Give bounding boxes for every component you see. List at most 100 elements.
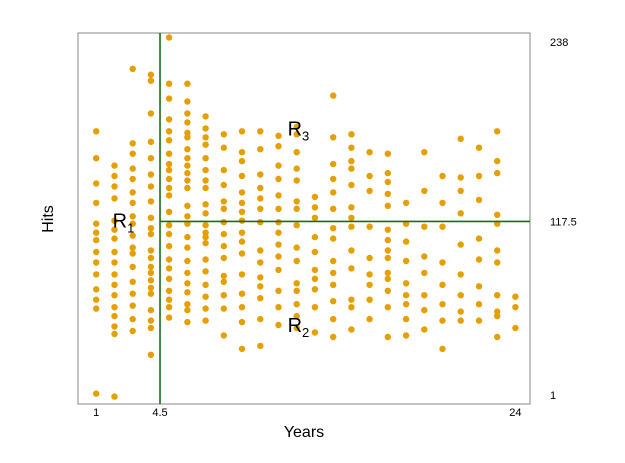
data-point	[475, 235, 483, 242]
data-point	[257, 146, 264, 153]
data-point	[129, 327, 136, 335]
data-point	[147, 183, 155, 190]
data-point	[238, 318, 246, 326]
data-point	[93, 180, 100, 187]
data-point	[402, 301, 410, 308]
region-labels: R1 R2 R3	[113, 118, 310, 340]
data-point	[93, 155, 100, 162]
data-point	[202, 256, 209, 263]
data-point	[202, 201, 209, 208]
data-point	[147, 110, 155, 117]
y-tick-label: 117.5	[550, 216, 577, 228]
data-point	[348, 326, 355, 333]
data-point	[184, 146, 191, 153]
data-point	[494, 312, 501, 320]
data-point	[275, 192, 282, 199]
data-point	[93, 128, 100, 135]
data-point	[293, 222, 300, 229]
data-point	[238, 189, 246, 196]
data-point	[129, 220, 136, 227]
data-point	[165, 265, 173, 272]
data-point	[184, 169, 191, 177]
data-point	[238, 199, 246, 207]
data-point	[348, 296, 355, 303]
region-label-r3: R3	[288, 118, 310, 143]
data-point	[366, 223, 373, 230]
data-point	[202, 166, 209, 174]
data-point	[330, 92, 337, 99]
data-point	[147, 263, 155, 271]
data-point	[475, 283, 483, 290]
data-point	[275, 162, 282, 169]
data-point	[421, 269, 428, 277]
data-point	[293, 177, 300, 184]
data-point	[202, 113, 209, 120]
data-point	[129, 244, 136, 251]
data-point	[220, 332, 227, 339]
data-point	[147, 284, 155, 291]
data-point	[129, 65, 136, 73]
data-point	[147, 225, 155, 232]
data-point	[184, 244, 191, 251]
data-point	[165, 34, 173, 41]
data-point	[111, 172, 118, 180]
data-point	[165, 242, 173, 250]
data-point	[475, 317, 483, 324]
data-point	[348, 265, 355, 272]
data-point	[184, 134, 191, 141]
data-point	[238, 229, 246, 236]
data-point	[293, 198, 300, 205]
data-point	[238, 271, 246, 278]
data-point	[384, 202, 391, 209]
data-point	[111, 330, 118, 338]
data-point	[147, 71, 155, 78]
data-point	[165, 95, 173, 102]
data-point	[202, 317, 209, 324]
data-point	[147, 269, 155, 277]
data-point	[257, 184, 264, 192]
data-point	[184, 162, 191, 169]
data-point	[475, 144, 483, 151]
data-point	[311, 286, 319, 293]
data-point	[184, 80, 191, 87]
y-axis-title: Hits	[40, 205, 57, 233]
data-point	[475, 256, 483, 263]
data-point	[165, 137, 173, 144]
data-point	[129, 232, 136, 239]
data-point	[93, 229, 100, 236]
data-point	[402, 199, 410, 207]
data-point	[330, 235, 337, 242]
data-point	[311, 275, 319, 282]
data-point	[220, 166, 227, 174]
data-point	[311, 233, 319, 241]
data-point	[366, 187, 373, 195]
data-point	[275, 304, 282, 311]
data-point	[129, 250, 136, 257]
data-point	[257, 295, 264, 302]
data-point	[439, 223, 446, 230]
data-point	[129, 175, 136, 183]
data-point	[202, 125, 209, 132]
data-point	[202, 141, 209, 148]
data-point	[165, 287, 173, 294]
data-point	[238, 290, 246, 297]
data-point	[202, 222, 209, 229]
data-point	[384, 236, 391, 244]
data-point	[129, 150, 136, 157]
data-point	[275, 132, 282, 139]
data-point	[184, 177, 191, 184]
data-point	[348, 144, 355, 151]
data-point	[129, 315, 136, 323]
data-point	[184, 301, 191, 308]
data-point	[220, 131, 227, 138]
data-point	[384, 333, 391, 341]
data-point	[275, 175, 282, 183]
data-point	[366, 296, 373, 303]
data-point	[147, 171, 155, 178]
data-point	[147, 230, 155, 238]
data-point	[220, 292, 227, 299]
data-point	[165, 256, 173, 263]
data-point	[165, 166, 173, 174]
data-point	[202, 134, 209, 141]
data-point	[220, 205, 227, 212]
